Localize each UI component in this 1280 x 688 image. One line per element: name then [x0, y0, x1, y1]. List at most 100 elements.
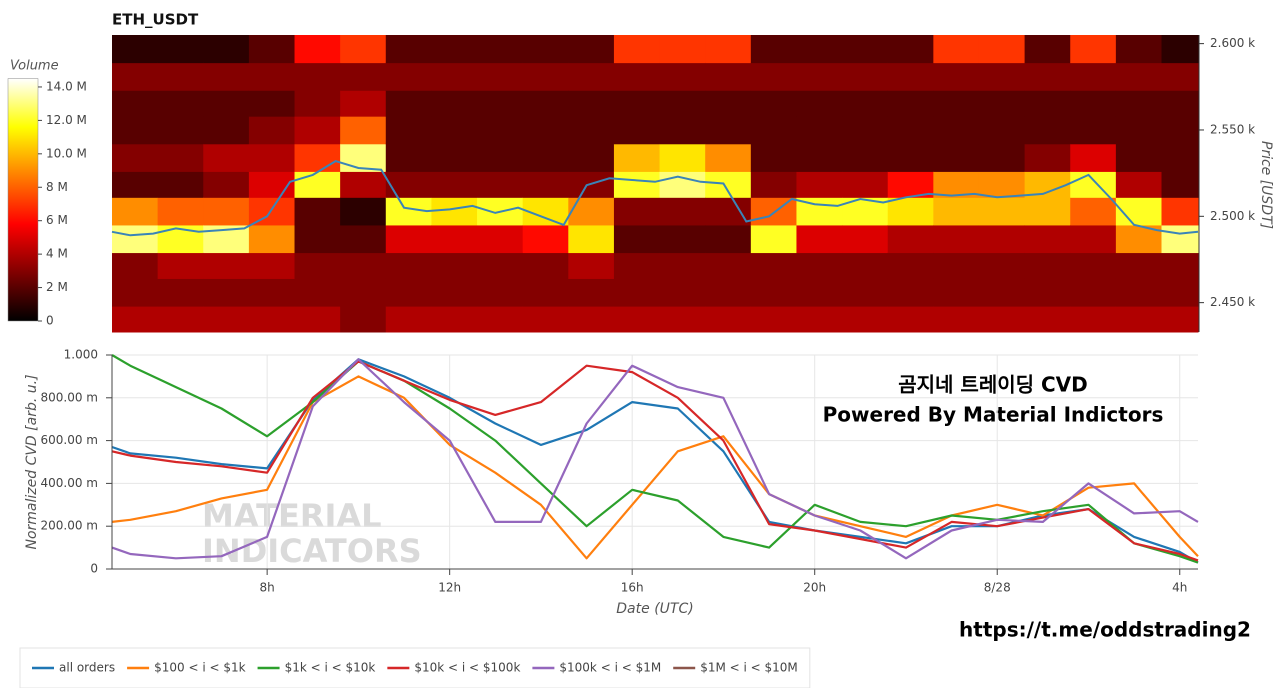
- heat-cell: [112, 35, 159, 64]
- heat-cell: [431, 278, 478, 307]
- heat-cell: [613, 278, 661, 307]
- heat-cell: [887, 224, 934, 254]
- x-tick-label: 12h: [438, 581, 461, 595]
- heat-cell: [1024, 171, 1071, 198]
- heat-cell: [613, 197, 661, 226]
- watermark: MATERIAL: [202, 497, 382, 535]
- heat-cell: [385, 116, 432, 145]
- heat-cell: [842, 35, 889, 64]
- heat-cell: [978, 35, 1026, 64]
- heat-cell: [1161, 306, 1199, 333]
- heat-cell: [248, 252, 296, 279]
- heat-cell: [477, 90, 524, 117]
- heat-cell: [431, 90, 478, 117]
- heat-cell: [933, 197, 980, 226]
- heat-cell: [340, 143, 387, 172]
- heat-cell: [887, 90, 934, 117]
- heat-cell: [933, 116, 980, 145]
- heat-cell: [613, 306, 661, 333]
- heat-cell: [431, 143, 478, 172]
- heat-cell: [1024, 90, 1071, 117]
- heat-cell: [1161, 143, 1199, 172]
- heatmap: [112, 35, 1199, 333]
- heat-cell: [978, 171, 1026, 198]
- heat-cell: [568, 306, 615, 333]
- heat-cell: [796, 306, 843, 333]
- heat-cell: [112, 143, 159, 172]
- heat-cell: [112, 306, 159, 333]
- heat-cell: [1070, 171, 1117, 198]
- heat-cell: [340, 171, 387, 198]
- heat-cell: [750, 90, 797, 117]
- heat-cell: [1024, 252, 1071, 279]
- heat-cell: [750, 62, 797, 91]
- y-axis-label: Price [USDT]: [1258, 141, 1274, 229]
- heat-cell: [750, 35, 797, 64]
- heat-cell: [1161, 252, 1199, 279]
- heat-cell: [1161, 116, 1199, 145]
- heat-cell: [157, 143, 204, 172]
- heat-cell: [842, 171, 889, 198]
- heat-cell: [294, 62, 341, 91]
- heat-cell: [431, 252, 478, 279]
- heat-cell: [705, 197, 752, 226]
- heat-cell: [1024, 35, 1071, 64]
- heat-cell: [1070, 278, 1117, 307]
- heat-cell: [842, 252, 889, 279]
- heat-cell: [568, 252, 615, 279]
- heat-cell: [1115, 252, 1162, 279]
- colorbar-label: Volume: [10, 59, 59, 74]
- heat-cell: [522, 90, 569, 117]
- heat-cell: [294, 278, 341, 307]
- annotation: Powered By Material Indictors: [823, 403, 1164, 427]
- heat-cell: [385, 35, 432, 64]
- heat-cell: [1115, 143, 1162, 172]
- heat-cell: [112, 197, 159, 226]
- heat-cell: [1070, 143, 1117, 172]
- heat-cell: [705, 116, 752, 145]
- heat-cell: [978, 143, 1026, 172]
- heat-cell: [203, 90, 250, 117]
- heat-cell: [705, 143, 752, 172]
- heat-cell: [157, 252, 204, 279]
- heat-cell: [750, 116, 797, 145]
- heat-cell: [796, 116, 843, 145]
- heat-cell: [933, 35, 980, 64]
- heat-cell: [522, 171, 569, 198]
- heat-cell: [796, 143, 843, 172]
- heat-cell: [659, 116, 706, 145]
- heat-cell: [522, 224, 569, 254]
- heat-cell: [842, 224, 889, 254]
- heat-cell: [112, 62, 159, 91]
- heat-cell: [978, 62, 1026, 91]
- heat-cell: [340, 278, 387, 307]
- heat-cell: [294, 90, 341, 117]
- heat-cell: [385, 143, 432, 172]
- price-line: [111, 160, 1199, 237]
- heat-cell: [385, 252, 432, 279]
- heat-cell: [203, 62, 250, 91]
- heat-cell: [203, 252, 250, 279]
- heat-cell: [112, 90, 159, 117]
- heat-cell: [522, 116, 569, 145]
- heat-cell: [978, 278, 1026, 307]
- heat-cell: [796, 252, 843, 279]
- heat-cell: [294, 143, 341, 172]
- chart-title: ETH_USDT: [112, 11, 199, 29]
- heat-cell: [1070, 224, 1117, 254]
- heat-cell: [385, 62, 432, 91]
- heat-cell: [248, 306, 296, 333]
- heat-cell: [112, 224, 159, 254]
- heat-cell: [431, 116, 478, 145]
- heat-cell: [659, 171, 706, 198]
- heat-cell: [613, 252, 661, 279]
- heat-cell: [1115, 278, 1162, 307]
- heat-cell: [750, 306, 797, 333]
- heat-cell: [203, 171, 250, 198]
- x-axis-label: Date (UTC): [616, 601, 693, 617]
- heat-cell: [659, 252, 706, 279]
- heat-cell: [568, 116, 615, 145]
- heat-cell: [568, 143, 615, 172]
- heat-cell: [340, 224, 387, 254]
